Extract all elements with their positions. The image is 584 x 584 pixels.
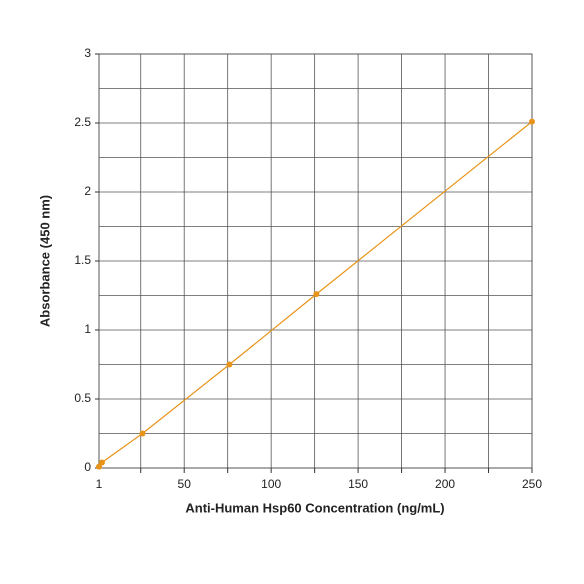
y-tick-label: 2 xyxy=(84,184,91,198)
data-point xyxy=(226,361,233,368)
data-point xyxy=(96,463,102,470)
x-tick-label: 1 xyxy=(96,477,103,491)
x-axis-title: Anti-Human Hsp60 Concentration (ng/mL) xyxy=(185,500,444,515)
data-point xyxy=(529,118,535,125)
x-tick-label: 150 xyxy=(348,477,368,491)
y-tick-label: 1.5 xyxy=(74,253,91,267)
y-tick-label: 1 xyxy=(84,322,91,336)
x-tick-label: 50 xyxy=(178,477,192,491)
y-axis-title: Absorbance (450 nm) xyxy=(37,195,52,327)
y-tick-label: 0.5 xyxy=(74,391,91,405)
y-tick-label: 2.5 xyxy=(74,115,91,129)
x-tick-label: 100 xyxy=(261,477,281,491)
x-tick-label: 250 xyxy=(522,477,542,491)
y-tick-label: 3 xyxy=(84,46,91,60)
data-point xyxy=(98,459,105,466)
data-point xyxy=(139,430,146,437)
data-point xyxy=(313,291,320,298)
y-tick-label: 0 xyxy=(84,460,91,474)
x-tick-label: 200 xyxy=(435,477,455,491)
